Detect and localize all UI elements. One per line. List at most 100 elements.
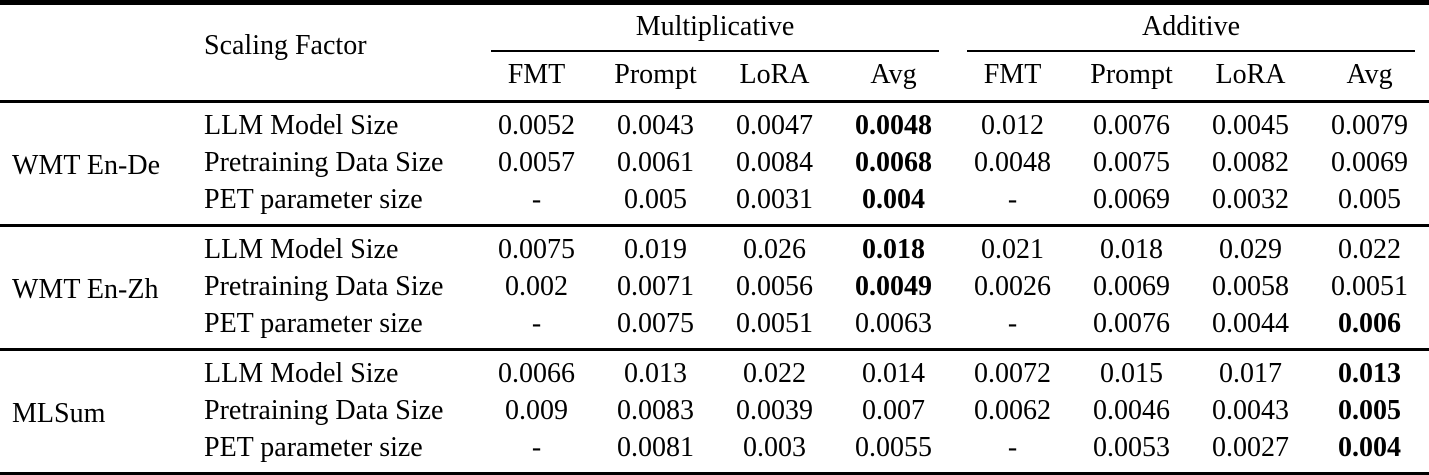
factor-label: PET parameter size [204,308,423,339]
factor-label: Pretraining Data Size [204,395,444,426]
value-cell: 0.0057 [498,147,575,178]
col-group-additive: Additive [953,3,1429,52]
value-cell: 0.017 [1219,358,1283,389]
value-cell: 0.0075 [1093,147,1171,178]
value-cell: - [1007,308,1018,339]
table-row: PET parameter size - 0.0081 0.003 0.0055… [0,429,1429,475]
table-row: WMT En-Zh LLM Model Size 0.0075 0.019 0.… [0,226,1429,305]
value-cell: 0.006 [1338,308,1402,339]
header-row-methods: FMT Prompt LoRA Avg FMT Prompt LoRA Avg [0,52,1429,102]
value-cell: - [1007,432,1018,463]
col-header-fmt: FMT [983,59,1042,90]
value-cell: 0.0079 [1331,110,1409,141]
table-header: Scaling Factor Multiplicative Additive F… [0,3,1429,102]
header-row-groups: Scaling Factor Multiplicative Additive [0,3,1429,61]
value-cell: 0.004 [862,184,925,215]
col-header-prompt: Prompt [1090,59,1173,90]
value-cell: 0.0071 [617,271,694,302]
value-cell: - [1007,184,1018,215]
value-cell: 0.0066 [498,358,575,389]
value-cell: 0.007 [862,395,925,426]
value-cell: 0.002 [505,271,568,302]
col-header-fmt: FMT [507,59,566,90]
value-cell: 0.0069 [1331,147,1409,178]
dataset-label: MLSum [12,398,106,429]
col-header-lora: LoRA [1215,59,1286,90]
value-cell: 0.0084 [736,147,813,178]
value-cell: 0.0045 [1212,110,1290,141]
value-cell: 0.026 [743,234,806,265]
value-cell: 0.0076 [1093,110,1171,141]
value-cell: 0.0052 [498,110,575,141]
table-row: Pretraining Data Size 0.002 0.0071 0.005… [0,268,1429,305]
value-cell: 0.0068 [855,147,932,178]
value-cell: 0.0075 [617,308,694,339]
value-cell: 0.013 [624,358,687,389]
value-cell: 0.0076 [1093,308,1171,339]
value-cell: 0.015 [1100,358,1164,389]
dataset-group-wmt-en-zh: WMT En-Zh LLM Model Size 0.0075 0.019 0.… [0,225,1429,350]
value-cell: 0.0031 [736,184,813,215]
value-cell: 0.0061 [617,147,694,178]
factor-label: PET parameter size [204,432,423,463]
dataset-label: WMT En-De [12,150,160,181]
factor-label: LLM Model Size [204,358,399,389]
value-cell: 0.022 [743,358,806,389]
value-cell: 0.0048 [855,110,932,141]
table-row: Pretraining Data Size 0.0057 0.0061 0.00… [0,144,1429,181]
value-cell: 0.0053 [1093,432,1171,463]
table-row: WMT En-De LLM Model Size 0.0052 0.0043 0… [0,102,1429,181]
value-cell: 0.0044 [1212,308,1290,339]
col-header-prompt: Prompt [614,59,697,90]
value-cell: 0.0082 [1212,147,1290,178]
value-cell: 0.014 [862,358,925,389]
dataset-label: WMT En-Zh [12,274,159,305]
value-cell: 0.0069 [1093,271,1171,302]
value-cell: 0.0049 [855,271,932,302]
value-cell: - [531,184,542,215]
value-cell: 0.009 [505,395,568,426]
value-cell: 0.019 [624,234,687,265]
value-cell: 0.012 [981,110,1045,141]
value-cell: 0.0081 [617,432,694,463]
col-group-label: Multiplicative [491,10,940,52]
value-cell: 0.004 [1338,432,1402,463]
value-cell: 0.003 [743,432,806,463]
dataset-group-mlsum: MLSum LLM Model Size 0.0066 0.013 0.022 … [0,349,1429,475]
value-cell: 0.0027 [1212,432,1290,463]
col-group-multiplicative: Multiplicative [477,3,953,52]
col-header-avg: Avg [870,59,917,90]
factor-label: Pretraining Data Size [204,147,444,178]
value-cell: 0.0026 [974,271,1052,302]
value-cell: - [531,432,542,463]
factor-label: LLM Model Size [204,234,399,265]
value-cell: 0.0072 [974,358,1052,389]
value-cell: 0.021 [981,234,1045,265]
value-cell: 0.0046 [1093,395,1171,426]
value-cell: 0.005 [1338,395,1402,426]
col-group-label: Additive [967,10,1416,52]
table-row: MLSum LLM Model Size 0.0066 0.013 0.022 … [0,350,1429,429]
value-cell: 0.0043 [617,110,694,141]
value-cell: 0.0055 [855,432,932,463]
value-cell: 0.0032 [1212,184,1290,215]
value-cell: 0.0051 [736,308,813,339]
factor-label: LLM Model Size [204,110,399,141]
scaling-factor-header: Scaling Factor [204,30,367,61]
value-cell: 0.0069 [1093,184,1171,215]
table-row: PET parameter size - 0.0075 0.0051 0.006… [0,305,1429,350]
value-cell: 0.029 [1219,234,1283,265]
value-cell: 0.0058 [1212,271,1290,302]
value-cell: 0.0043 [1212,395,1290,426]
value-cell: 0.0048 [974,147,1052,178]
value-cell: 0.018 [1100,234,1164,265]
value-cell: 0.0039 [736,395,813,426]
col-header-avg: Avg [1346,59,1393,90]
dataset-group-wmt-en-de: WMT En-De LLM Model Size 0.0052 0.0043 0… [0,102,1429,226]
value-cell: 0.0056 [736,271,813,302]
corner-cell [0,3,192,102]
factor-label: Pretraining Data Size [204,271,444,302]
value-cell: 0.0083 [617,395,694,426]
value-cell: 0.0062 [974,395,1052,426]
